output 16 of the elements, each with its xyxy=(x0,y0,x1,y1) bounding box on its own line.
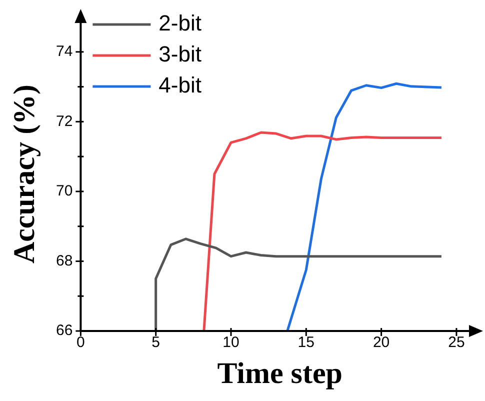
x-tick-label: 0 xyxy=(76,334,85,352)
x-tick-label: 20 xyxy=(372,334,390,352)
x-axis-title: Time step xyxy=(217,356,342,390)
y-tick-label: 66 xyxy=(56,322,73,340)
legend-label: 2-bit xyxy=(158,10,202,36)
y-tick-label: 70 xyxy=(56,182,73,200)
y-tick-label: 74 xyxy=(56,43,73,60)
y-axis-title: Accuracy (%) xyxy=(8,84,41,264)
x-tick-label: 15 xyxy=(298,334,314,352)
legend-label: 4-bit xyxy=(158,72,202,98)
x-tick-label: 10 xyxy=(222,334,240,352)
x-tick-label: 25 xyxy=(448,334,465,352)
x-tick-label: 5 xyxy=(152,334,160,352)
legend-label: 3-bit xyxy=(158,42,202,67)
y-tick-label: 68 xyxy=(56,252,73,270)
y-tick-label: 72 xyxy=(56,112,73,130)
